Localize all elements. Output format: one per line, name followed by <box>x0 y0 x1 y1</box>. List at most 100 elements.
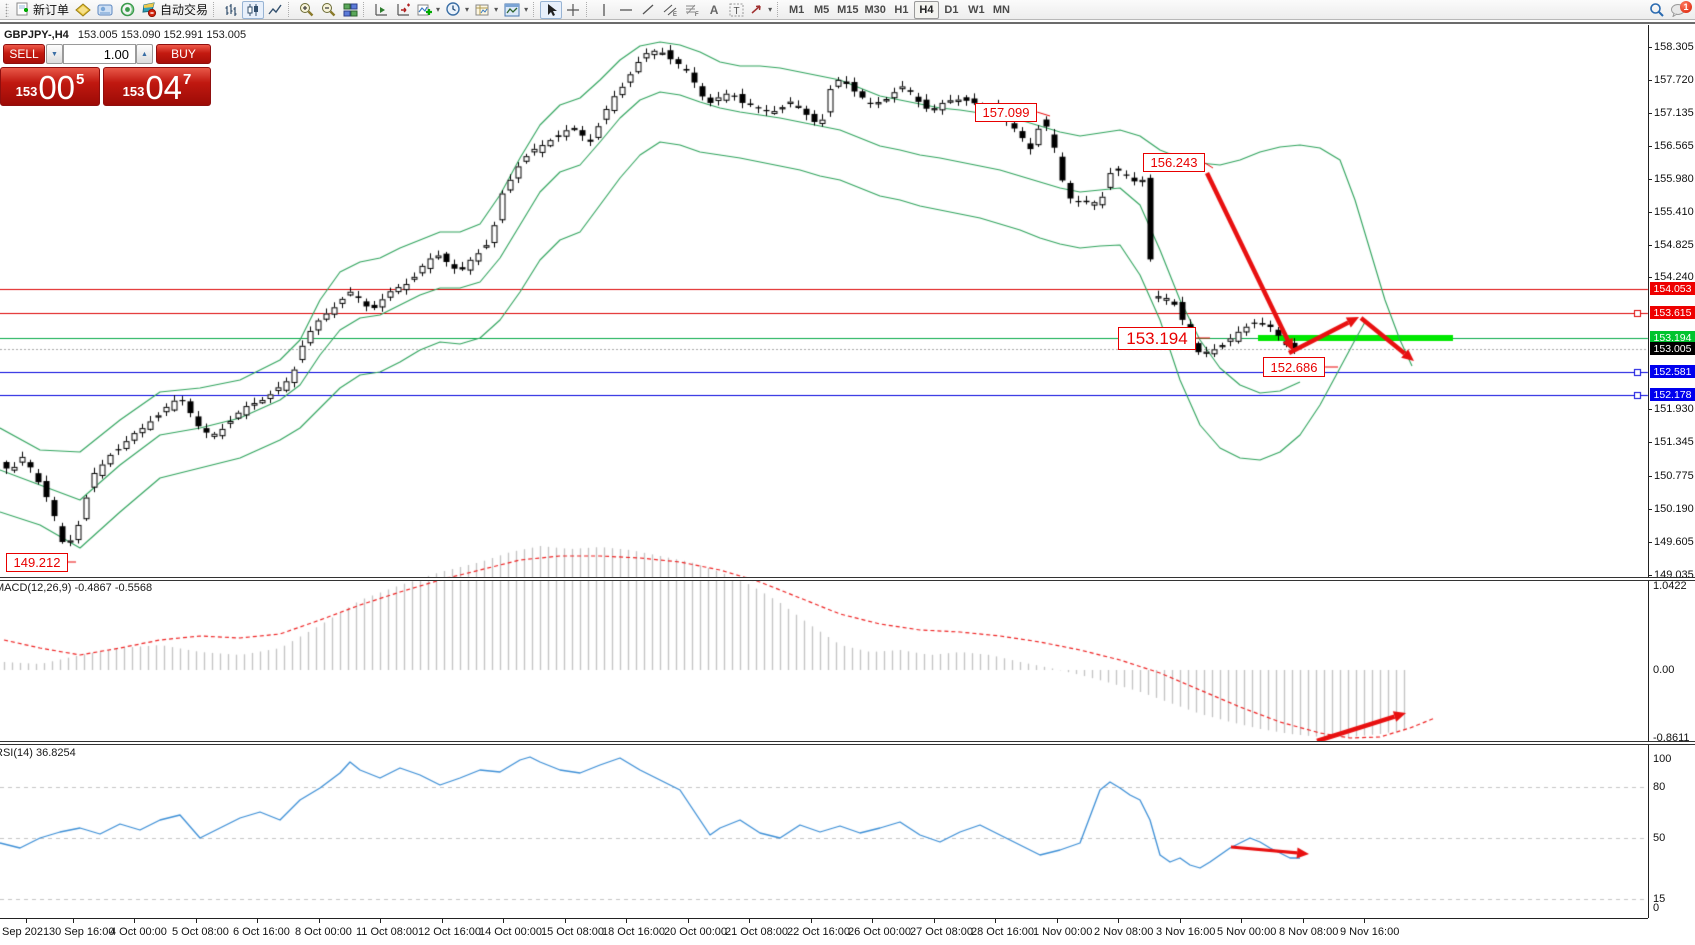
terminal-button[interactable] <box>94 1 116 19</box>
bar-chart-type-button[interactable] <box>220 1 242 19</box>
time-tick-mark <box>872 919 873 923</box>
time-axis-label: 22 Oct 16:00 <box>787 926 850 938</box>
symbol-period-label: GBPJPY-,H4 <box>4 29 69 41</box>
indicator-scale-label: 80 <box>1653 781 1666 793</box>
price-callout-label[interactable]: 152.686 <box>1263 357 1325 377</box>
new-order-button[interactable]: 新订单 <box>12 1 72 19</box>
time-axis-label: 15 Oct 08:00 <box>541 926 604 938</box>
buy-price-tile[interactable]: 153 04 7 <box>103 67 211 106</box>
vertical-line-tool-button[interactable] <box>593 1 615 19</box>
timeframe-button-m15[interactable]: M15 <box>837 3 859 16</box>
templates-dropdown-button[interactable]: ▾ <box>472 1 501 19</box>
price-tick-mark <box>1648 277 1652 278</box>
zoom-out-button[interactable] <box>317 1 339 19</box>
price-tick-mark <box>1648 212 1652 213</box>
auto-scroll-button[interactable] <box>370 1 392 19</box>
new-order-label: 新订单 <box>33 3 70 17</box>
line-chart-type-button[interactable] <box>264 1 286 19</box>
price-tick-label: 151.345 <box>1654 436 1694 448</box>
dropdown-arrow-icon: ▾ <box>436 5 441 14</box>
time-tick-mark <box>995 919 996 923</box>
sell-price-prefix: 153 <box>15 84 38 99</box>
sell-button[interactable]: SELL <box>3 44 45 64</box>
zoom-out-icon <box>321 3 335 17</box>
text-label-tool-button[interactable]: T <box>725 1 747 19</box>
search-button[interactable] <box>1645 1 1667 19</box>
candle-chart-type-button[interactable] <box>242 0 265 19</box>
price-tick-mark <box>1648 113 1652 114</box>
price-callout-label[interactable]: 153.194 <box>1118 327 1196 350</box>
signals-button[interactable] <box>116 1 138 19</box>
buy-button[interactable]: BUY <box>156 44 211 64</box>
notifications-button[interactable]: 1 <box>1667 0 1692 19</box>
timeframe-button-m1[interactable]: M1 <box>788 3 805 16</box>
macd-panel-separator[interactable] <box>0 577 1695 581</box>
chart-shift-button[interactable] <box>392 1 414 19</box>
macd-indicator-label: MACD(12,26,9) -0.4867 -0.5568 <box>0 582 153 594</box>
price-tick-label: 149.605 <box>1654 536 1694 548</box>
volume-decrease-button[interactable]: ▼ <box>46 44 63 64</box>
time-tick-mark <box>257 919 258 923</box>
toolbar-grip[interactable] <box>5 2 9 17</box>
time-axis-label: 9 Nov 16:00 <box>1340 926 1400 938</box>
time-tick-mark <box>811 919 812 923</box>
terminal-icon <box>97 4 113 15</box>
price-tick-label: 154.240 <box>1654 271 1694 283</box>
channel-tool-button[interactable]: E <box>659 1 681 19</box>
indicators-dropdown-button[interactable]: ▾ <box>414 1 443 19</box>
price-tick-label: 158.305 <box>1654 41 1694 53</box>
yellow-diamond-icon <box>75 2 91 17</box>
trendline-tool-button[interactable] <box>637 1 659 19</box>
timeframe-toolbar: M1 M5 M15 M30 H1 H4 D1 W1 MN <box>784 0 1014 19</box>
price-tick-mark <box>1648 442 1652 443</box>
timeframe-button-w1[interactable]: W1 <box>968 3 985 16</box>
fibonacci-tool-button[interactable]: F <box>681 1 703 19</box>
volume-increase-button[interactable]: ▲ <box>136 44 153 64</box>
price-tick-mark <box>1648 80 1652 81</box>
rsi-panel-separator[interactable] <box>0 741 1695 745</box>
dropdown-arrow-icon: ▾ <box>494 5 499 14</box>
time-axis-label: 11 Oct 08:00 <box>356 926 419 938</box>
tile-windows-button[interactable] <box>339 1 361 19</box>
toolbar-separator <box>288 2 293 17</box>
price-tick-label: 154.825 <box>1654 239 1694 251</box>
price-tick-label: 150.190 <box>1654 503 1694 515</box>
dropdown-arrow-icon: ▾ <box>465 5 470 14</box>
timeframe-button-m30[interactable]: M30 <box>864 3 886 16</box>
auto-trading-button[interactable]: 自动交易 <box>138 1 211 19</box>
indicator-scale-label: 100 <box>1653 753 1672 765</box>
chart-profiles-dropdown-button[interactable]: ▾ <box>501 1 531 19</box>
trendline-icon <box>642 4 654 15</box>
spin-up-icon: ▲ <box>141 50 148 58</box>
time-tick-mark <box>503 919 504 923</box>
time-tick-mark <box>749 919 750 923</box>
auto-trading-label: 自动交易 <box>160 3 209 17</box>
periods-dropdown-button[interactable]: ▾ <box>443 1 472 19</box>
timeframe-button-h4[interactable]: H4 <box>913 0 939 19</box>
zoom-in-button[interactable] <box>295 1 317 19</box>
chart-canvas[interactable] <box>0 0 1650 945</box>
price-tick-mark <box>1648 47 1652 48</box>
auto-scroll-icon <box>374 3 387 16</box>
crosshair-tool-button[interactable] <box>562 1 584 19</box>
price-callout-label[interactable]: 156.243 <box>1143 153 1205 172</box>
timeframe-button-m5[interactable]: M5 <box>813 3 830 16</box>
market-watch-button[interactable] <box>72 1 94 19</box>
cursor-tool-button[interactable] <box>540 0 563 19</box>
price-callout-label[interactable]: 157.099 <box>975 103 1037 122</box>
sell-price-tile[interactable]: 153 00 5 <box>0 67 100 106</box>
timeframe-button-mn[interactable]: MN <box>992 3 1010 16</box>
timeframe-button-h1[interactable]: H1 <box>894 3 909 16</box>
time-axis-label: 8 Oct 00:00 <box>295 926 352 938</box>
arrows-dropdown-button[interactable]: ▾ <box>747 1 775 19</box>
text-tool-button[interactable]: A <box>709 2 719 17</box>
timeframe-button-d1[interactable]: D1 <box>944 3 959 16</box>
volume-input[interactable] <box>63 44 136 64</box>
sell-price-sup: 5 <box>76 71 85 88</box>
horizontal-line-tool-button[interactable] <box>615 1 637 19</box>
template-icon <box>475 4 489 15</box>
price-tick-mark <box>1648 476 1652 477</box>
time-tick-mark <box>934 919 935 923</box>
price-callout-label[interactable]: 149.212 <box>6 553 68 572</box>
candlestick-chart-icon <box>247 3 258 16</box>
